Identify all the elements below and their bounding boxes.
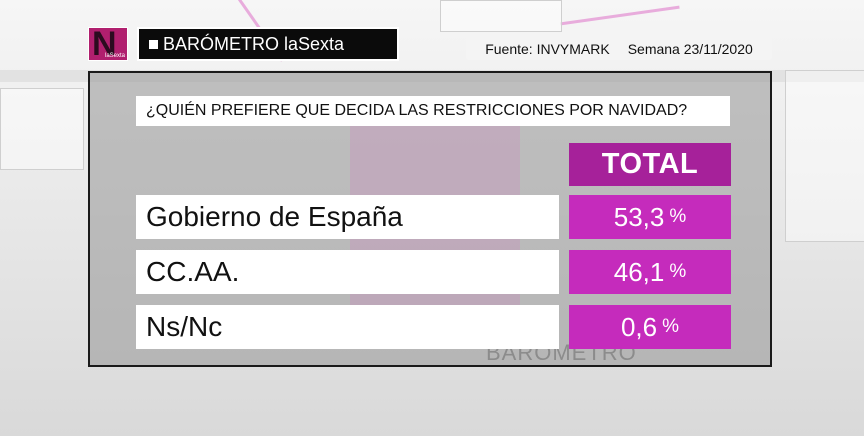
- results-panel: BARÓMETRO ¿QUIÉN PREFIERE QUE DECIDA LAS…: [88, 71, 772, 367]
- program-title-text: BARÓMETRO laSexta: [163, 33, 345, 54]
- value-label: 0,6: [620, 311, 658, 342]
- category-label: Ns/Nc: [136, 305, 559, 349]
- square-bullet-icon: [149, 39, 158, 49]
- category-label: Gobierno de España: [136, 195, 559, 239]
- logo-letter: N: [92, 27, 117, 61]
- value-cell: 0,6%: [569, 305, 731, 349]
- value-label: 46,1: [613, 256, 665, 287]
- percent-unit: %: [669, 261, 687, 282]
- logo-small-text: laSexta: [104, 53, 125, 59]
- lasexta-logo: N laSexta: [88, 27, 128, 61]
- week-text: Semana 23/11/2020: [627, 41, 753, 57]
- value-label: 53,3: [613, 201, 665, 232]
- program-title: BARÓMETRO laSexta: [137, 27, 399, 61]
- percent-unit: %: [662, 316, 680, 337]
- question-title: ¿QUIÉN PREFIERE QUE DECIDA LAS RESTRICCI…: [136, 96, 730, 126]
- source-text: Fuente: INVYMARK: [485, 41, 610, 57]
- source-bar: Fuente: INVYMARK Semana 23/11/2020: [466, 38, 772, 60]
- value-cell: 46,1%: [569, 250, 731, 294]
- percent-unit: %: [669, 206, 687, 227]
- value-cell: 53,3%: [569, 195, 731, 239]
- total-column-header: TOTAL: [569, 143, 731, 186]
- category-label: CC.AA.: [136, 250, 559, 294]
